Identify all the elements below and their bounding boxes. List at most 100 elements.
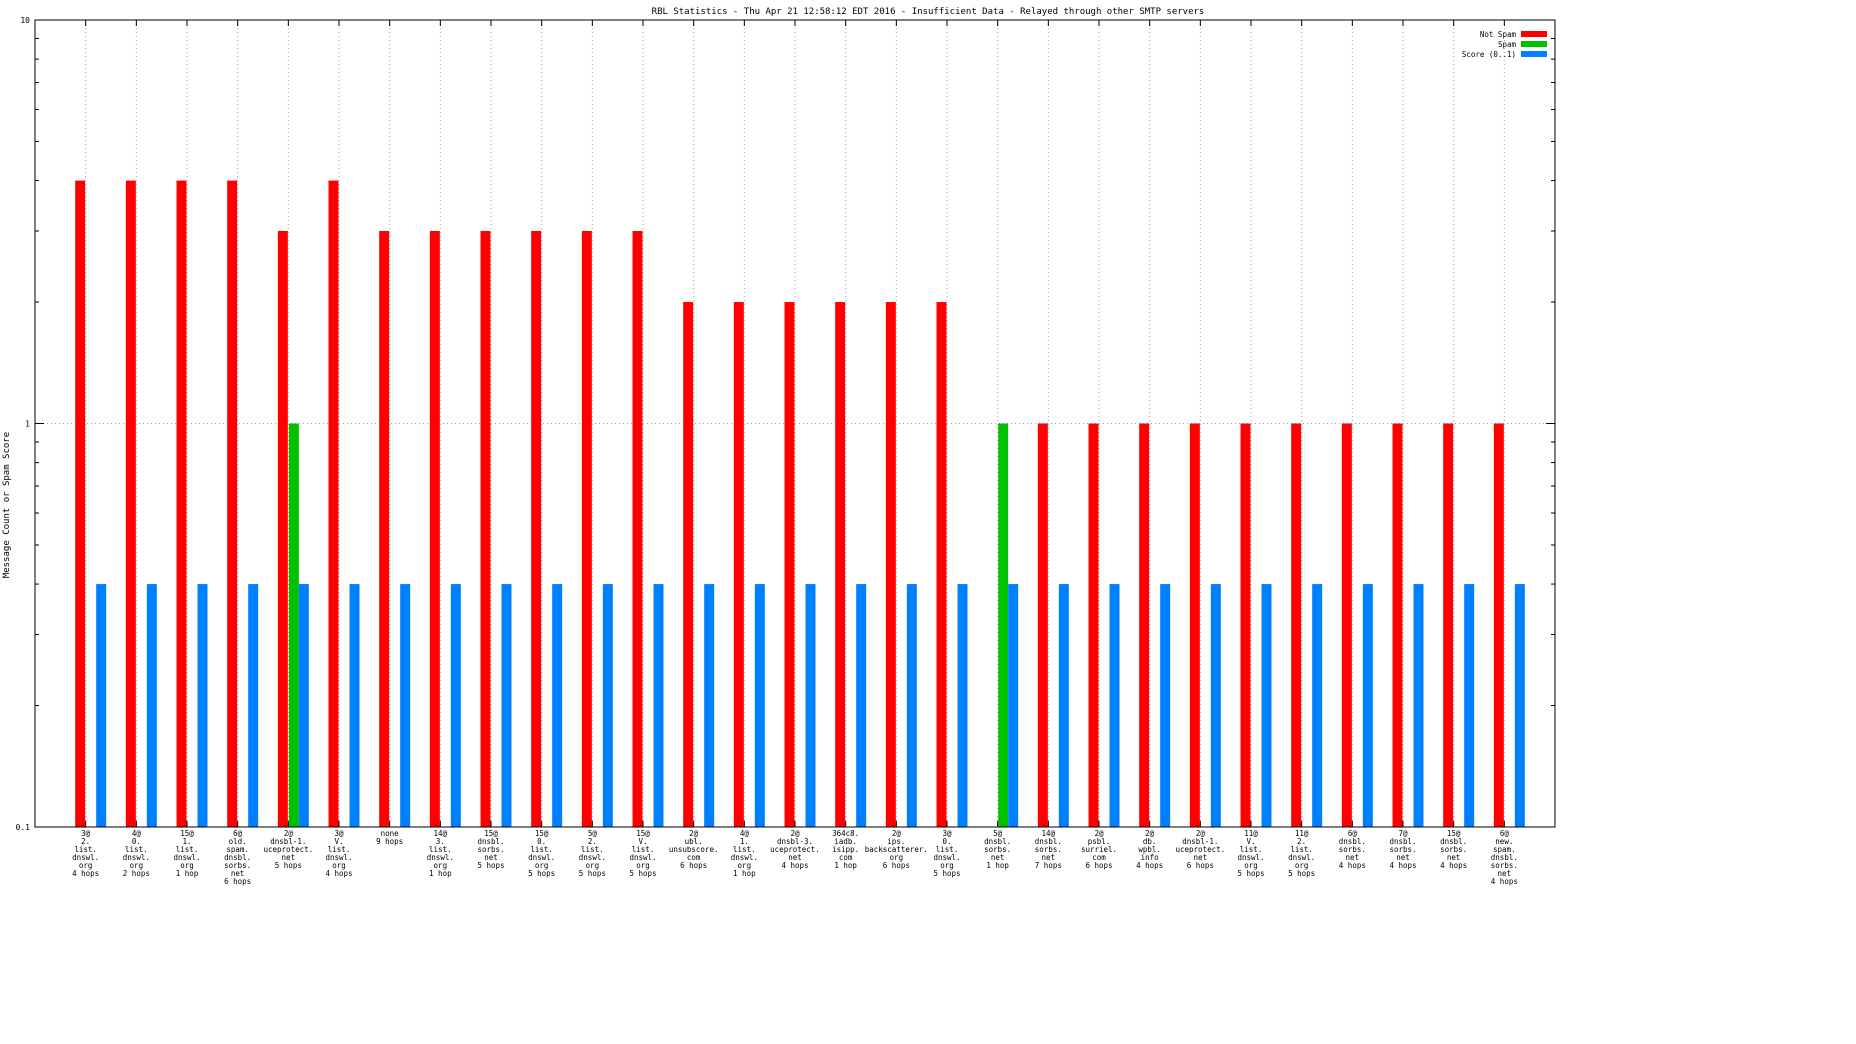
x-tick-label: sorbs. bbox=[984, 845, 1011, 854]
x-tick-label: net bbox=[788, 853, 802, 862]
x-tick-label: 15@ bbox=[180, 829, 194, 838]
x-tick-label: ubl. bbox=[685, 837, 703, 846]
bar-not-spam bbox=[328, 180, 339, 827]
bar-score-0-1 bbox=[400, 584, 411, 827]
x-tick-label: dnsbl. bbox=[1440, 837, 1467, 846]
x-tick-label: isipp. bbox=[832, 845, 859, 854]
x-tick-label: dnsbl-1. bbox=[1182, 837, 1218, 846]
bar-score-0-1 bbox=[602, 584, 613, 827]
bar-not-spam bbox=[835, 302, 846, 827]
x-tick-label: list. bbox=[581, 845, 604, 854]
x-tick-label: list. bbox=[429, 845, 452, 854]
x-tick-label: org bbox=[586, 861, 600, 870]
bar-not-spam bbox=[1139, 423, 1150, 827]
x-tick-label: dnswl. bbox=[579, 853, 606, 862]
bar-spam bbox=[288, 423, 299, 827]
chart-title: RBL Statistics - Thu Apr 21 12:58:12 EDT… bbox=[652, 7, 1205, 17]
bar-not-spam bbox=[277, 230, 288, 827]
x-tick-label: dnsbl. bbox=[1491, 853, 1518, 862]
bar-not-spam bbox=[379, 230, 390, 827]
x-tick-label: 7 hops bbox=[1035, 861, 1062, 870]
legend-swatch bbox=[1521, 31, 1547, 37]
x-tick-label: dnswl. bbox=[731, 853, 758, 862]
x-tick-label: 4@ bbox=[132, 829, 142, 838]
x-tick-label: 4 hops bbox=[72, 869, 99, 878]
x-tick-label: 2. bbox=[588, 837, 597, 846]
x-tick-label: org bbox=[890, 853, 904, 862]
x-tick-label: 2@ bbox=[689, 829, 699, 838]
x-tick-label: list. bbox=[125, 845, 148, 854]
bar-not-spam bbox=[1189, 423, 1200, 827]
legend-label: Spam bbox=[1498, 40, 1517, 49]
bar-not-spam bbox=[1493, 423, 1504, 827]
bar-score-0-1 bbox=[805, 584, 816, 827]
x-tick-label: spam. bbox=[226, 845, 249, 854]
x-tick-label: list. bbox=[632, 845, 655, 854]
x-tick-label: list. bbox=[1290, 845, 1313, 854]
bar-score-0-1 bbox=[1261, 584, 1272, 827]
legend-swatch bbox=[1521, 51, 1547, 57]
x-tick-label: dnswl. bbox=[325, 853, 352, 862]
x-tick-label: list. bbox=[328, 845, 351, 854]
x-tick-label: 1 hop bbox=[733, 869, 756, 878]
x-tick-label: wpbl. bbox=[1138, 845, 1161, 854]
bar-not-spam bbox=[733, 302, 744, 827]
bar-not-spam bbox=[1037, 423, 1048, 827]
bar-score-0-1 bbox=[1362, 584, 1373, 827]
x-tick-label: 364c8. bbox=[832, 829, 859, 838]
x-tick-label: net bbox=[1498, 869, 1512, 878]
x-tick-label: V. bbox=[334, 837, 343, 846]
x-tick-label: 2@ bbox=[1196, 829, 1206, 838]
x-tick-label: 3@ bbox=[942, 829, 952, 838]
x-tick-label: org bbox=[1295, 861, 1309, 870]
x-tick-label: 5 hops bbox=[528, 869, 555, 878]
x-tick-label: com bbox=[1092, 853, 1106, 862]
x-tick-label: 2@ bbox=[790, 829, 800, 838]
bar-not-spam bbox=[1240, 423, 1251, 827]
x-tick-label: org bbox=[180, 861, 194, 870]
bar-not-spam bbox=[125, 180, 136, 827]
bar-score-0-1 bbox=[501, 584, 512, 827]
bar-not-spam bbox=[581, 230, 592, 827]
x-tick-label: 6 hops bbox=[680, 861, 707, 870]
x-tick-label: 7@ bbox=[1398, 829, 1408, 838]
x-tick-label: 0. bbox=[537, 837, 546, 846]
x-tick-label: backscatterer. bbox=[865, 845, 928, 854]
bar-score-0-1 bbox=[298, 584, 309, 827]
x-tick-label: 15@ bbox=[535, 829, 549, 838]
bar-score-0-1 bbox=[754, 584, 765, 827]
x-tick-label: dnsbl. bbox=[477, 837, 504, 846]
x-tick-label: net bbox=[1396, 853, 1410, 862]
bar-score-0-1 bbox=[906, 584, 917, 827]
x-tick-label: unsubscore. bbox=[669, 845, 719, 854]
x-tick-label: dnswl. bbox=[72, 853, 99, 862]
bar-score-0-1 bbox=[1464, 584, 1475, 827]
x-tick-label: dnswl. bbox=[173, 853, 200, 862]
x-tick-label: 4 hops bbox=[1440, 861, 1467, 870]
x-tick-label: dnswl. bbox=[933, 853, 960, 862]
x-tick-label: sorbs. bbox=[1440, 845, 1467, 854]
gridlines bbox=[35, 20, 1555, 827]
x-tick-label: uceprotect. bbox=[263, 845, 313, 854]
bar-score-0-1 bbox=[1109, 584, 1120, 827]
axes: 0.1 1 10 bbox=[16, 16, 1555, 832]
x-tick-label: dnsbl. bbox=[1035, 837, 1062, 846]
x-tick-label: 5@ bbox=[993, 829, 1003, 838]
x-tick-label: 5 hops bbox=[1288, 869, 1315, 878]
x-tick-label: iadb. bbox=[834, 837, 857, 846]
x-tick-label: sorbs. bbox=[1339, 845, 1366, 854]
x-tick-label: 4@ bbox=[740, 829, 750, 838]
y-tick-label: 10 bbox=[20, 16, 30, 25]
bar-score-0-1 bbox=[957, 584, 968, 827]
x-tick-label: new. bbox=[1495, 837, 1513, 846]
x-tick-label: dnsbl-3. bbox=[777, 837, 813, 846]
bar-not-spam bbox=[683, 302, 694, 827]
bar-not-spam bbox=[632, 230, 643, 827]
x-tick-label: list. bbox=[74, 845, 97, 854]
x-tick-label: list. bbox=[1240, 845, 1263, 854]
x-tick-label: 5 hops bbox=[933, 869, 960, 878]
bar-score-0-1 bbox=[552, 584, 563, 827]
x-tick-label: info bbox=[1141, 853, 1160, 862]
x-tick-label: 6 hops bbox=[1187, 861, 1214, 870]
x-tick-label: V. bbox=[638, 837, 647, 846]
